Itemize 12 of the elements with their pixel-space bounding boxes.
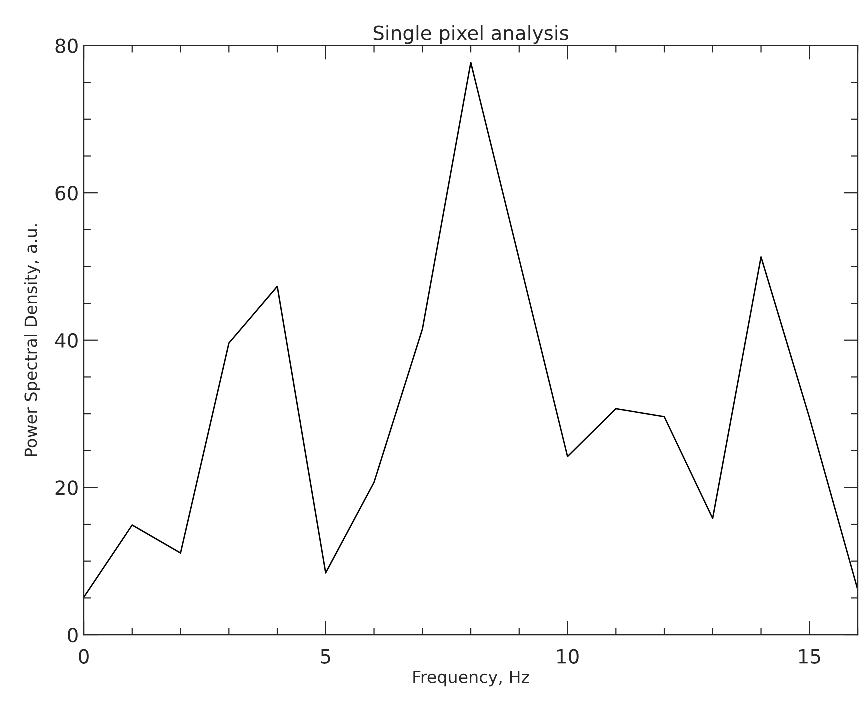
x-tick-label: 5 — [321, 649, 330, 664]
x-axis-title: Frequency, Hz — [414, 671, 530, 687]
y-tick-label: 20 — [56, 480, 78, 496]
y-tick-label: 80 — [56, 38, 78, 54]
y-tick-label: 60 — [56, 186, 78, 201]
y-tick-label: 0 — [68, 628, 78, 643]
x-tick-label: 0 — [79, 649, 89, 664]
chart-title: Single pixel analysis — [374, 25, 569, 44]
y-axis-title: Power Spectral Density, a.u. — [24, 224, 41, 456]
x-tick-label: 10 — [558, 649, 579, 664]
y-tick-label: 40 — [55, 333, 78, 348]
x-tick-label: 15 — [799, 649, 820, 664]
